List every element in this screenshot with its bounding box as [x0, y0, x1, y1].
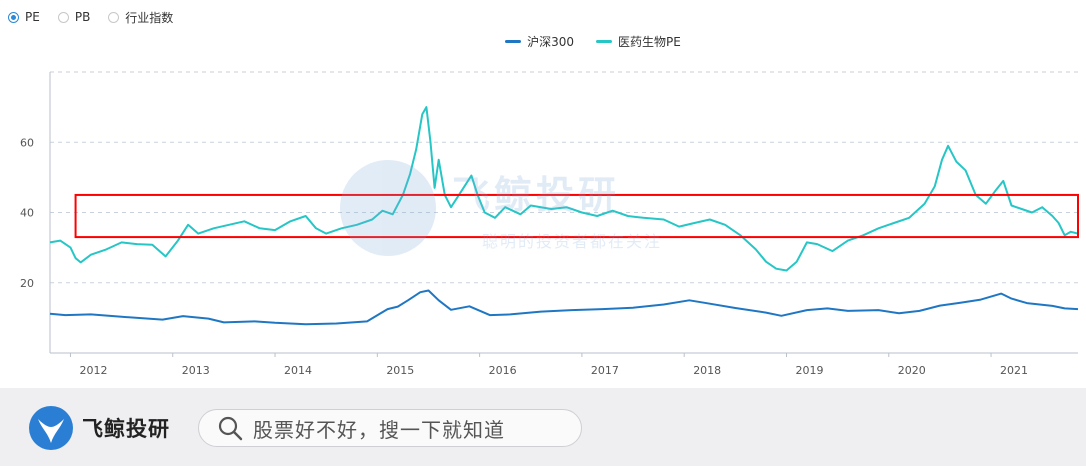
- radio-industry-index[interactable]: 行业指数: [108, 9, 173, 26]
- brand[interactable]: 飞鲸投研: [28, 405, 170, 451]
- y-tick-label-40: 40: [20, 207, 34, 220]
- search-placeholder: 股票好不好，搜一下就知道: [253, 417, 505, 442]
- series-line-hs300: [49, 289, 1079, 326]
- valuation-metric-selector: PE PB 行业指数: [8, 6, 173, 28]
- whale-logo-icon: [29, 406, 73, 450]
- radio-pe-dot[interactable]: [8, 11, 19, 23]
- x-tick-label-2020: 2020: [898, 364, 926, 377]
- legend-label-hs300: 沪深300: [527, 35, 575, 49]
- highlight-band-rect: [74, 193, 1079, 239]
- radio-pe[interactable]: PE: [8, 10, 40, 24]
- footer-bar: 飞鲸投研 股票好不好，搜一下就知道: [0, 388, 1086, 466]
- search-icon: [218, 416, 243, 441]
- radio-pb-dot[interactable]: [57, 11, 69, 23]
- radio-pe-label: PE: [25, 10, 40, 24]
- brand-name: 飞鲸投研: [82, 417, 170, 441]
- legend-item-hs300[interactable]: 沪深300: [505, 33, 574, 50]
- grid-lines: [50, 71, 1078, 284]
- radio-pb[interactable]: PB: [57, 10, 91, 24]
- x-tick-label-2021: 2021: [1000, 364, 1028, 377]
- radio-industry-index-dot[interactable]: [108, 11, 120, 23]
- series-line-pharma-pe: [49, 106, 1079, 272]
- legend-swatch-pharma-pe: [596, 40, 613, 43]
- x-tick-label-2018: 2018: [693, 364, 721, 377]
- highlight-annotation: [74, 193, 1079, 239]
- legend-item-pharma-pe[interactable]: 医药生物PE: [596, 33, 681, 50]
- pe-line-chart: 20 40 60 2012 2013 2014 2015 2016 2017 2018 2019 20…: [20, 71, 1079, 377]
- axes: [49, 72, 1078, 357]
- y-tick-label-20: 20: [20, 277, 34, 290]
- x-tick-label-2012: 2012: [79, 364, 107, 377]
- chart-legend: 沪深300 医药生物PE: [0, 33, 1086, 50]
- series-lines: [49, 106, 1079, 326]
- radio-industry-index-label: 行业指数: [125, 10, 174, 25]
- y-tick-label-60: 60: [20, 136, 34, 149]
- search-input[interactable]: 股票好不好，搜一下就知道: [198, 409, 582, 447]
- legend-label-pharma-pe: 医药生物PE: [618, 35, 681, 49]
- x-tick-label-2015: 2015: [386, 364, 414, 377]
- x-tick-label-2016: 2016: [489, 364, 517, 377]
- legend-swatch-hs300: [505, 40, 522, 43]
- radio-pb-label: PB: [74, 10, 91, 24]
- x-tick-label-2014: 2014: [284, 364, 312, 377]
- x-tick-label-2019: 2019: [795, 364, 823, 377]
- tick-labels: 20 40 60 2012 2013 2014 2015 2016 2017 2018 2019 20…: [20, 136, 1028, 377]
- x-tick-label-2013: 2013: [182, 364, 210, 377]
- x-tick-label-2017: 2017: [591, 364, 619, 377]
